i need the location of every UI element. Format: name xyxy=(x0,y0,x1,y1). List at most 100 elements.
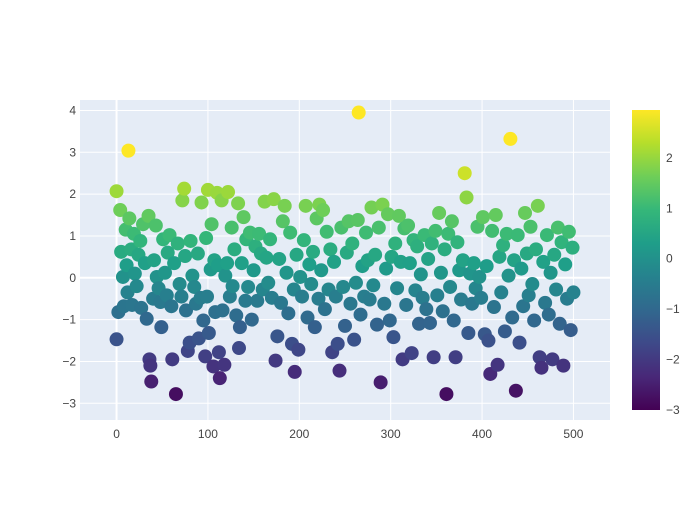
data-point xyxy=(527,313,542,328)
data-point xyxy=(428,223,443,238)
data-point xyxy=(388,236,403,251)
colorbar-tick-label: 1 xyxy=(666,201,673,215)
data-point xyxy=(332,363,347,378)
data-point xyxy=(225,279,240,294)
data-point xyxy=(539,228,554,243)
data-point xyxy=(234,256,249,271)
data-point xyxy=(218,268,233,283)
data-point xyxy=(287,364,302,379)
data-point xyxy=(350,213,365,228)
x-tick-label: 100 xyxy=(198,427,218,441)
data-point xyxy=(432,205,447,220)
data-point xyxy=(274,295,289,310)
data-point xyxy=(461,325,476,340)
data-point xyxy=(129,279,144,294)
data-point xyxy=(404,346,419,361)
data-point xyxy=(455,253,470,268)
colorbar-tick-label: 0 xyxy=(666,252,673,266)
data-point xyxy=(556,358,571,373)
x-tick-label: 200 xyxy=(289,427,309,441)
data-point xyxy=(497,324,512,339)
data-point xyxy=(508,383,523,398)
data-point xyxy=(510,228,525,243)
data-point xyxy=(382,313,397,328)
data-point xyxy=(430,288,445,303)
data-point xyxy=(167,256,182,271)
data-point xyxy=(296,233,311,248)
data-point xyxy=(198,349,213,364)
data-point xyxy=(547,247,562,262)
data-point xyxy=(435,304,450,319)
data-point xyxy=(196,313,211,328)
data-point xyxy=(488,208,503,223)
data-point xyxy=(347,332,362,347)
data-point xyxy=(448,350,463,365)
data-point xyxy=(368,247,383,262)
data-point xyxy=(177,181,192,196)
data-point xyxy=(122,211,137,226)
y-tick-label: −3 xyxy=(62,396,76,410)
data-point xyxy=(231,196,246,211)
x-tick-label: 500 xyxy=(563,427,583,441)
data-point xyxy=(391,208,406,223)
data-point xyxy=(147,253,162,268)
data-point xyxy=(174,289,189,304)
data-point xyxy=(377,296,392,311)
data-point xyxy=(541,307,556,322)
data-point xyxy=(530,198,545,213)
data-point xyxy=(293,269,308,284)
data-point xyxy=(466,256,481,271)
data-point xyxy=(505,310,520,325)
data-point xyxy=(115,269,130,284)
data-point xyxy=(561,224,576,239)
data-point xyxy=(148,218,163,233)
data-point xyxy=(277,198,292,213)
colorbar-tick-label: −3 xyxy=(666,403,680,417)
data-point xyxy=(134,300,149,315)
data-point xyxy=(323,242,338,257)
data-point xyxy=(227,242,242,257)
data-point xyxy=(518,205,533,220)
data-point xyxy=(369,317,384,332)
data-point xyxy=(252,226,267,241)
data-point xyxy=(133,233,148,248)
data-point xyxy=(481,333,496,348)
data-point xyxy=(259,250,274,265)
data-point xyxy=(494,285,509,300)
data-point xyxy=(380,207,395,222)
data-point xyxy=(141,208,156,223)
data-point xyxy=(474,290,489,305)
data-point xyxy=(220,256,235,271)
data-point xyxy=(295,289,310,304)
data-point xyxy=(165,352,180,367)
data-point xyxy=(302,257,317,272)
data-point xyxy=(317,302,332,317)
data-point xyxy=(272,251,287,266)
data-point xyxy=(206,359,221,374)
data-point xyxy=(446,313,461,328)
data-point xyxy=(485,223,500,238)
data-point xyxy=(343,296,358,311)
data-point xyxy=(127,266,142,281)
data-point xyxy=(422,315,437,330)
data-point xyxy=(279,265,294,280)
y-tick-label: 4 xyxy=(69,103,76,117)
data-point xyxy=(319,224,334,239)
data-point xyxy=(359,225,374,240)
data-point xyxy=(109,184,124,199)
colorbar-tick-label: 2 xyxy=(666,151,673,165)
data-point xyxy=(353,307,368,322)
data-point xyxy=(351,105,366,120)
data-point xyxy=(172,277,187,292)
data-point xyxy=(327,254,342,269)
data-point xyxy=(178,249,193,264)
data-point xyxy=(538,295,553,310)
data-point xyxy=(250,293,265,308)
data-point xyxy=(496,238,511,253)
data-point xyxy=(266,192,281,207)
data-point xyxy=(154,320,169,335)
data-point xyxy=(399,297,414,312)
data-point xyxy=(170,236,185,251)
data-point xyxy=(512,335,527,350)
data-point xyxy=(157,265,172,280)
